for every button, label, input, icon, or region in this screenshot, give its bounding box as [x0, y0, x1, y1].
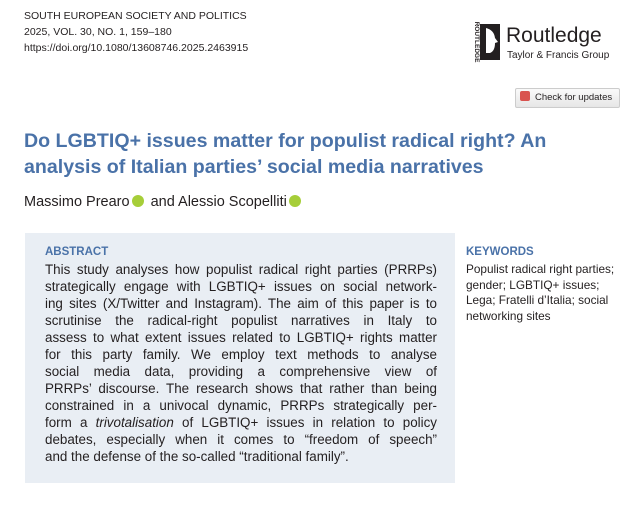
abstract-line: PRRPs’ discourse. The research shows tha…: [45, 381, 437, 396]
title: Do LGBTIQ+ issues matter for populist ra…: [24, 128, 546, 180]
publisher-logo: ROUTLEDGE: [473, 22, 500, 63]
keywords-heading: KEYWORDS: [466, 246, 534, 258]
title-line: Do LGBTIQ+ issues matter for populist ra…: [24, 130, 547, 152]
journal-info: SOUTH EUROPEAN SOCIETY AND POLITICS 2025…: [24, 8, 248, 56]
orcid-icon[interactable]: [131, 195, 144, 207]
logo-profile: [486, 28, 498, 53]
abstract-line: assess to what extent issues related to …: [45, 330, 437, 345]
keyword-line: networking sites: [466, 308, 551, 323]
text-run: of LGBTIQ+ issues in relation to policy: [173, 415, 438, 430]
author-joiner: and: [150, 194, 175, 210]
publisher-name: Routledge: [506, 24, 602, 47]
abstract-line: social media data, providing a comprehen…: [45, 364, 437, 379]
abstract-line: scrutinise the radical-right populist na…: [45, 313, 437, 328]
abstract-line: for this party family. We employ text me…: [45, 347, 437, 362]
abstract-line: ing sites (X/Twitter and Instagram). The…: [45, 296, 437, 311]
emphasis: trivotalisation: [95, 415, 174, 430]
doi[interactable]: https://doi.org/10.1080/13608746.2025.24…: [24, 42, 249, 54]
check-updates-button[interactable]: Check for updates: [515, 88, 620, 108]
author: Massimo Prearo: [24, 194, 130, 210]
journal-name: SOUTH EUROPEAN SOCIETY AND POLITICS: [24, 10, 247, 22]
abstract-line: and the defense of the so-called “tradit…: [45, 449, 349, 464]
abstract-line: constrained in a univocal dynamic, PRRPs…: [45, 398, 437, 413]
authors: Massimo Prearo and Alessio Scopelliti: [24, 194, 304, 210]
title-line: analysis of Italian parties’ social medi…: [24, 156, 484, 178]
issue: 2025, VOL. 30, NO. 1, 159–180: [24, 26, 172, 38]
keyword-line: Populist radical right parties;: [466, 262, 615, 276]
text-run: form a: [45, 415, 96, 430]
abstract-line: strategically engage with LGBTIQ+ issues…: [45, 279, 437, 294]
publisher-group: Taylor & Francis Group: [507, 50, 610, 61]
keyword-line: Lega; Fratelli d’Italia; social: [466, 293, 609, 307]
abstract-heading: ABSTRACT: [45, 246, 109, 258]
keyword-line: gender; LGBTIQ+ issues;: [466, 277, 600, 292]
abstract-line: This study analyses how populist radical…: [45, 262, 437, 277]
abstract-box: [25, 233, 455, 483]
abstract-line: form a trivotalisation of LGBTIQ+ issues…: [45, 415, 437, 430]
update-icon: [520, 91, 530, 101]
keywords: Populist radical right parties; gender; L…: [466, 262, 614, 324]
logo-side-label: ROUTLEDGE: [473, 22, 480, 63]
abstract-line: debates, especially when it comes to “fr…: [45, 432, 437, 447]
check-updates-label: Check for updates: [535, 92, 613, 103]
orcid-icon[interactable]: [288, 195, 301, 207]
author: Alessio Scopelliti: [178, 194, 287, 210]
